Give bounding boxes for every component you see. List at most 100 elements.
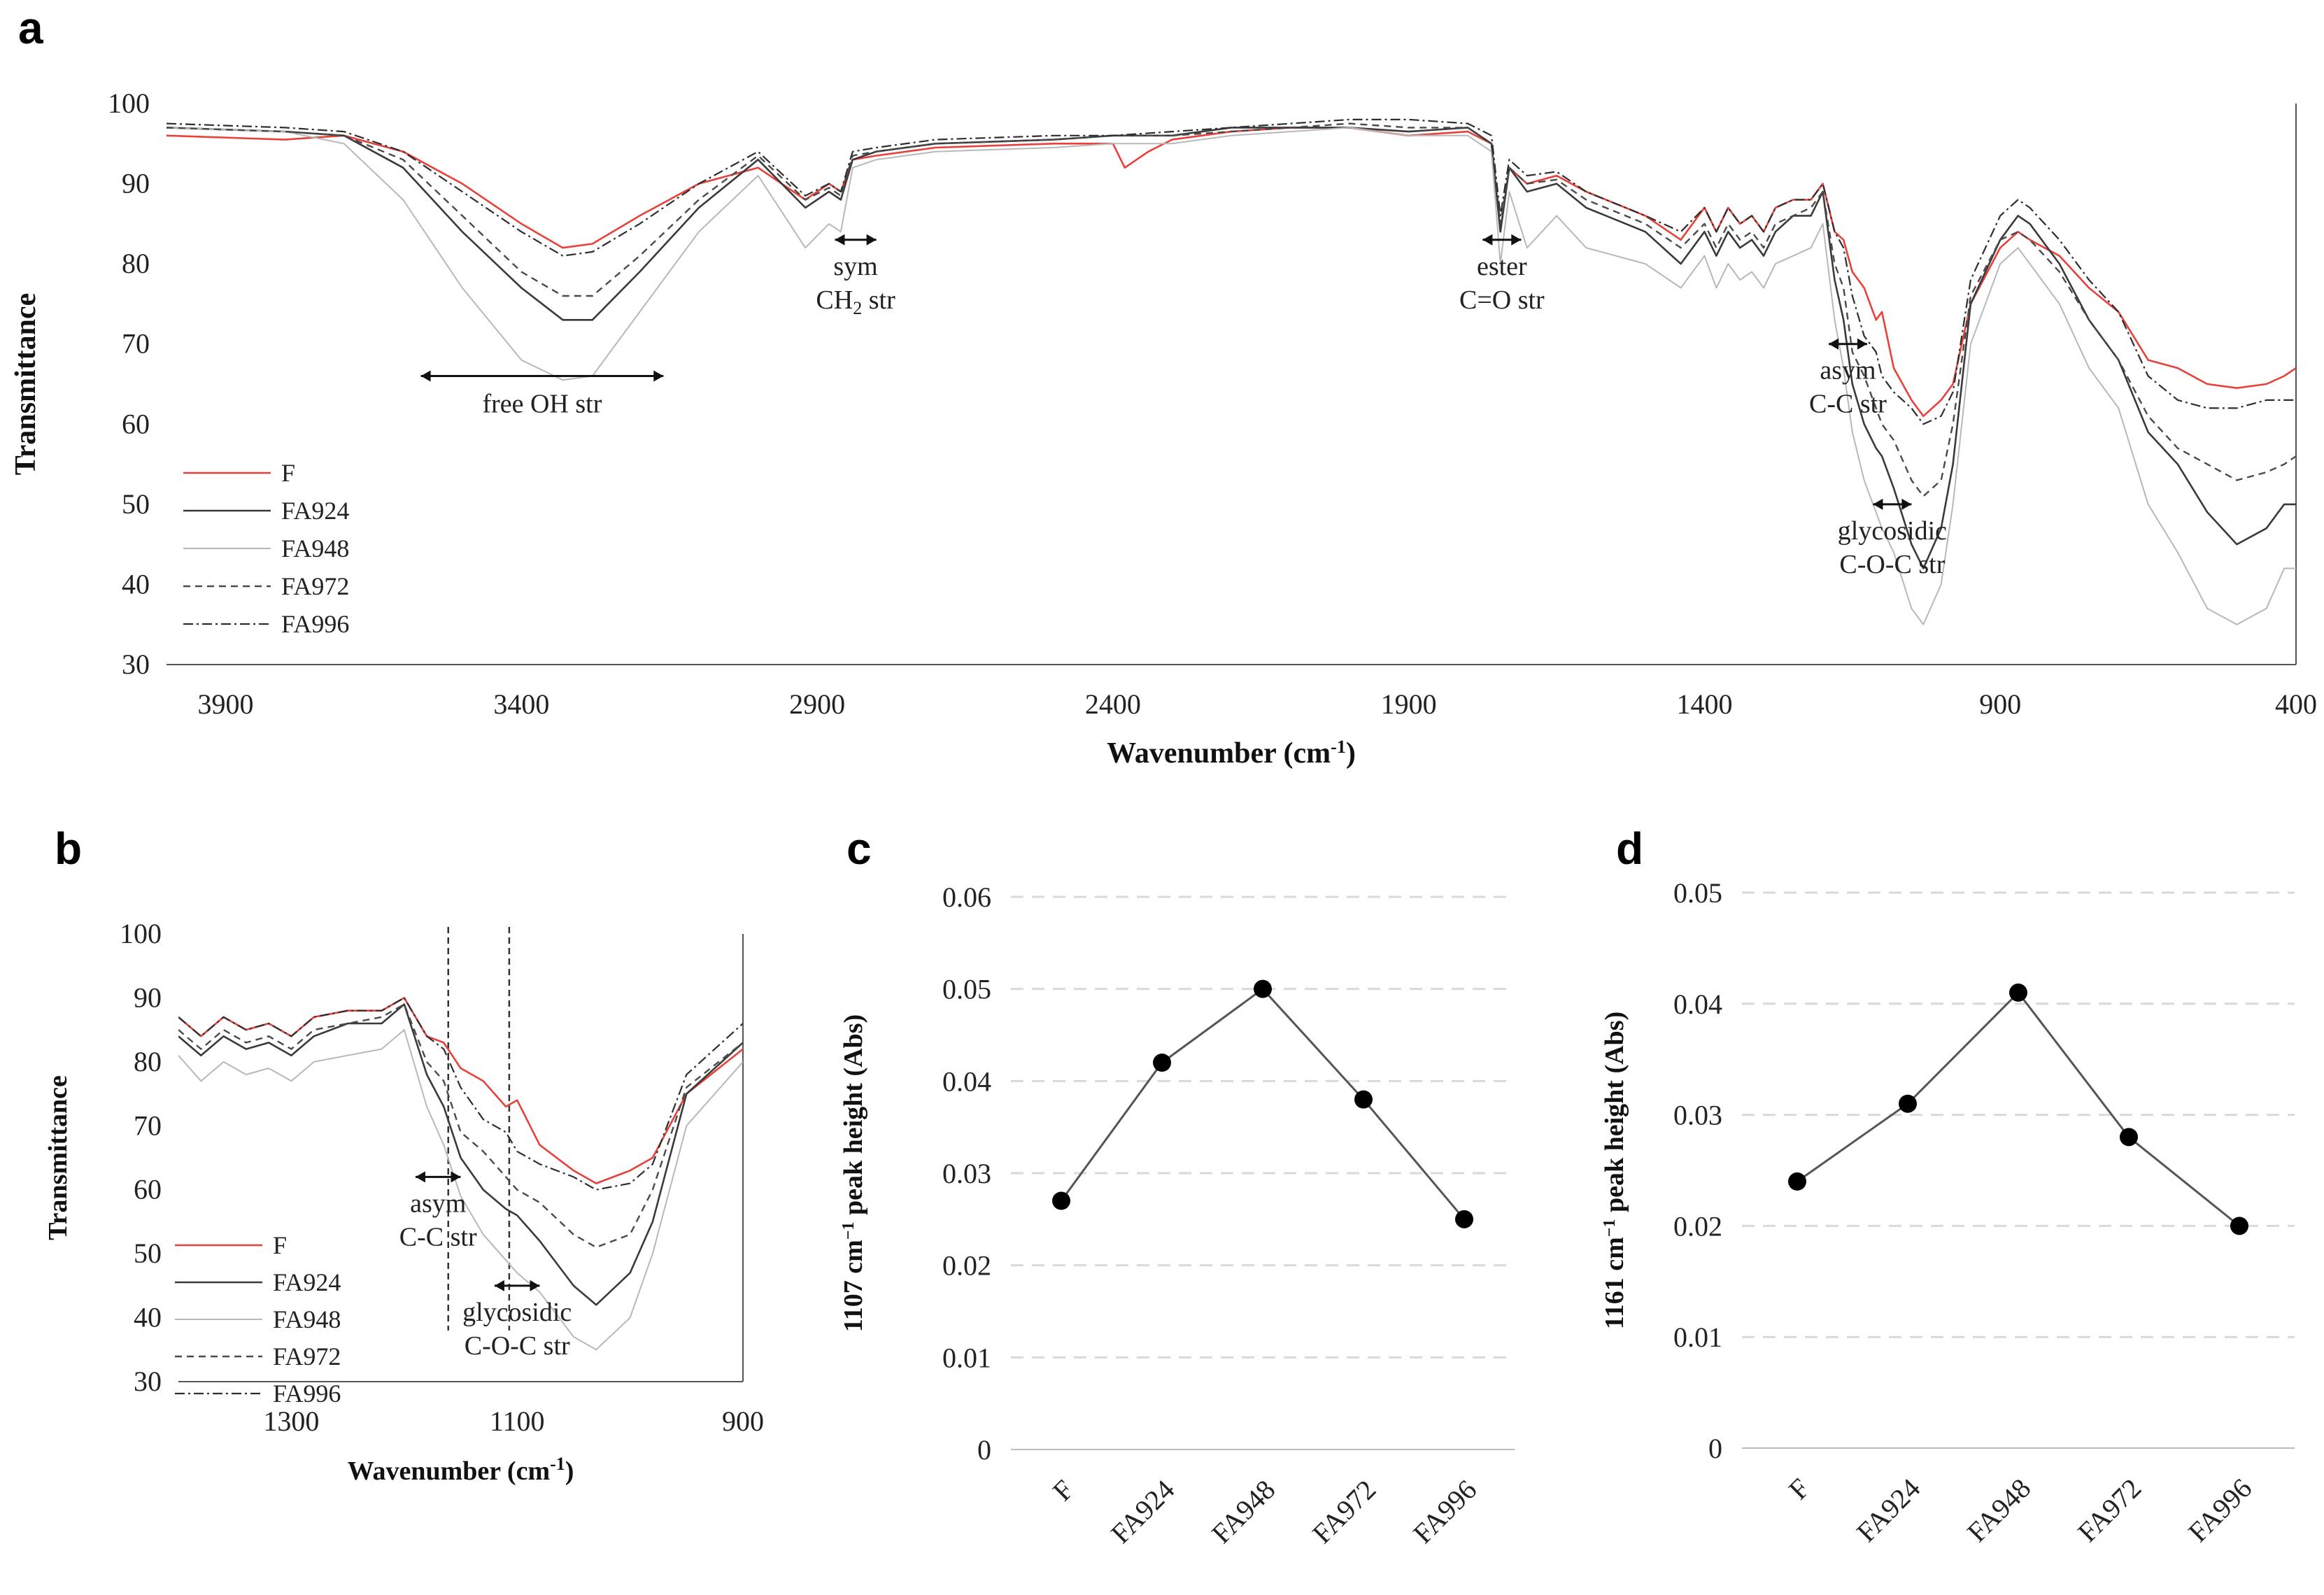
panel-label-a: a bbox=[18, 3, 43, 53]
series-line-fa972 bbox=[166, 122, 2296, 497]
x-tick-label: 1300 bbox=[263, 1405, 319, 1437]
x-tick-label: 2400 bbox=[1085, 688, 1141, 720]
legend-label-f: F bbox=[273, 1231, 287, 1259]
x-category-label: FA972 bbox=[1306, 1474, 1382, 1550]
legend-label-fa972: FA972 bbox=[281, 572, 349, 600]
y-tick-label: 90 bbox=[134, 981, 162, 1013]
data-point-fa996 bbox=[2230, 1217, 2248, 1235]
x-tick-label: 400 bbox=[2275, 688, 2317, 720]
x-category-label: FA972 bbox=[2071, 1473, 2147, 1548]
data-point-fa924 bbox=[1899, 1094, 1917, 1113]
legend-label-fa924: FA924 bbox=[281, 497, 349, 525]
series-line bbox=[1797, 991, 2240, 1227]
x-axis-title: Wavenumber (cm-1) bbox=[1107, 737, 1356, 770]
series-line-fa924 bbox=[178, 1003, 743, 1306]
y-tick-label: 0.02 bbox=[1673, 1210, 1722, 1242]
data-point-fa948 bbox=[1254, 979, 1272, 998]
annotation-arrow-2-head-left bbox=[1482, 234, 1493, 246]
y-tick-label: 60 bbox=[122, 408, 150, 439]
y-tick-label: 0.05 bbox=[942, 974, 991, 1005]
panel-label-d: d bbox=[1616, 823, 1643, 874]
y-tick-label: 100 bbox=[108, 87, 150, 119]
y-axis-title: Transmittance bbox=[43, 1075, 73, 1240]
y-tick-label: 60 bbox=[134, 1174, 162, 1205]
y-tick-label: 0.03 bbox=[1673, 1100, 1722, 1131]
annotation-arrow-1-head-left bbox=[494, 1279, 504, 1291]
x-category-label: FA924 bbox=[1105, 1474, 1180, 1550]
annotation-arrow-3-head-left bbox=[1829, 338, 1839, 350]
series-line-fa924 bbox=[166, 127, 2296, 569]
annotation-arrow-0-head-right bbox=[451, 1171, 461, 1183]
y-tick-label: 0 bbox=[977, 1434, 991, 1466]
series-line-fa948 bbox=[178, 1029, 743, 1351]
x-tick-label: 1900 bbox=[1381, 688, 1437, 720]
x-category-label: FA924 bbox=[1850, 1473, 1926, 1548]
x-axis-title: Wavenumber (cm-1) bbox=[348, 1454, 574, 1486]
y-tick-label: 100 bbox=[120, 918, 162, 949]
y-tick-label: 40 bbox=[134, 1302, 162, 1333]
x-tick-label: 2900 bbox=[789, 688, 845, 720]
x-category-label: F bbox=[1047, 1474, 1080, 1508]
panel-c-1107-peak-height-chart: 0 0.01 0.02 0.03 0.04 0.05 0.06 F FA924 FA948 FA97… bbox=[839, 881, 1515, 1550]
series-line-f bbox=[166, 127, 2296, 418]
series-line bbox=[1060, 987, 1466, 1220]
annotation-label-1-line1: glycosidic bbox=[462, 1298, 572, 1327]
x-tick-label: 3900 bbox=[198, 688, 254, 720]
x-category-label: FA948 bbox=[1205, 1474, 1281, 1550]
annotation-label-4-line2: C-O-C str bbox=[1839, 550, 1945, 579]
annotation-arrow-0-head-left bbox=[415, 1171, 425, 1183]
legend-label-f: F bbox=[281, 459, 295, 487]
annotation-label-1-line1: sym bbox=[833, 252, 877, 281]
y-tick-label: 0.05 bbox=[1673, 877, 1722, 909]
y-tick-label: 0.01 bbox=[942, 1342, 991, 1373]
x-tick-label: 3400 bbox=[493, 688, 549, 720]
annotation-arrow-1-head-right bbox=[530, 1279, 540, 1291]
data-point-fa972 bbox=[1354, 1090, 1373, 1109]
y-tick-label: 30 bbox=[134, 1366, 162, 1397]
data-point-fa996 bbox=[1455, 1210, 1473, 1228]
panel-b-ftir-zoom-spectrum: 30 40 50 60 70 80 90 100 1300 1100 900 asym C-C str g… bbox=[43, 918, 764, 1486]
y-tick-label: 80 bbox=[122, 248, 150, 279]
annotation-label-2-line1: ester bbox=[1477, 252, 1527, 281]
annotation-arrow-1-head-right bbox=[866, 234, 877, 246]
series-line-fa996 bbox=[178, 997, 743, 1191]
annotation-arrow-0-head-right bbox=[653, 370, 664, 382]
panel-a-ftir-full-spectrum: 30 40 50 60 70 80 90 100 3900 3400 2900 2400 1900 140… bbox=[10, 87, 2317, 770]
legend-label-fa996: FA996 bbox=[273, 1380, 341, 1408]
x-category-label: FA948 bbox=[1961, 1473, 2036, 1548]
x-tick-label: 1400 bbox=[1676, 688, 1732, 720]
annotation-label-0-line2: C-C str bbox=[399, 1222, 477, 1252]
y-tick-label: 50 bbox=[122, 488, 150, 520]
annotation-arrow-0-head-left bbox=[420, 370, 431, 382]
annotation-label-0: free OH str bbox=[482, 390, 602, 419]
annotation-arrow-4-head-right bbox=[1901, 498, 1912, 510]
annotation-label-4-line1: glycosidic bbox=[1838, 516, 1947, 546]
legend-label-fa948: FA948 bbox=[273, 1305, 341, 1333]
x-tick-label: 1100 bbox=[490, 1405, 545, 1437]
annotation-arrow-2-head-right bbox=[1511, 234, 1522, 246]
legend-label-fa996: FA996 bbox=[281, 610, 349, 638]
legend-label-fa924: FA924 bbox=[273, 1268, 341, 1296]
panel-label-c: c bbox=[846, 823, 872, 874]
data-point-fa948 bbox=[2009, 983, 2027, 1002]
y-tick-label: 30 bbox=[122, 648, 150, 680]
y-tick-label: 0.02 bbox=[942, 1250, 991, 1282]
data-point-f bbox=[1052, 1191, 1070, 1210]
annotation-arrow-1-head-left bbox=[835, 234, 845, 246]
legend-label-fa972: FA972 bbox=[273, 1342, 341, 1370]
x-tick-label: 900 bbox=[722, 1405, 764, 1437]
y-tick-label: 0.01 bbox=[1673, 1321, 1722, 1353]
legend-label-fa948: FA948 bbox=[281, 534, 349, 562]
annotation-label-1-line2: CH2 str bbox=[816, 285, 895, 318]
x-category-label: FA996 bbox=[1407, 1474, 1482, 1550]
y-axis-title: Transmittance bbox=[10, 293, 42, 476]
y-tick-label: 70 bbox=[122, 328, 150, 360]
y-tick-label: 0.04 bbox=[1673, 988, 1722, 1020]
y-tick-label: 70 bbox=[134, 1110, 162, 1141]
x-category-label: FA996 bbox=[2182, 1473, 2258, 1548]
series-line-fa972 bbox=[178, 1003, 743, 1249]
x-category-label: F bbox=[1783, 1473, 1816, 1506]
annotation-arrow-4-head-left bbox=[1873, 498, 1883, 510]
y-axis-title: 1161 cm−1 peak height (Abs) bbox=[1600, 1012, 1629, 1329]
